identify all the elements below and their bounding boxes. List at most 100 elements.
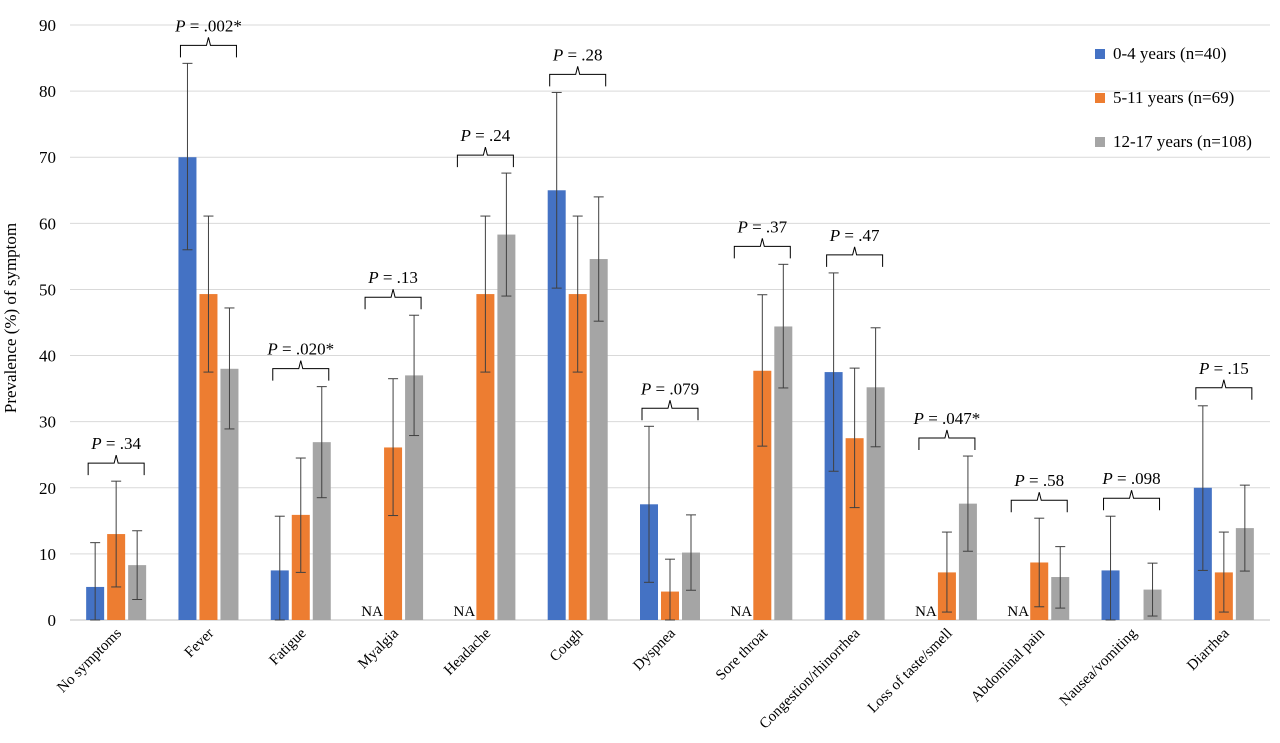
bar — [405, 375, 424, 620]
legend-swatch — [1095, 49, 1105, 59]
y-tick-label: 90 — [39, 16, 56, 35]
error-bar — [941, 531, 952, 613]
p-value-label: P = .28 — [552, 45, 603, 64]
legend-swatch — [1095, 93, 1105, 103]
bar — [312, 442, 331, 620]
x-tick-label: Loss of taste/smell — [865, 626, 956, 717]
bracket — [179, 37, 237, 58]
bracket — [364, 289, 422, 310]
na-label: NA — [730, 604, 752, 620]
y-tick-label: 10 — [39, 545, 56, 564]
error-bar — [316, 386, 327, 499]
error-bar — [572, 215, 583, 373]
error-bar — [1218, 531, 1229, 613]
bar — [220, 368, 239, 620]
error-bar — [295, 457, 306, 573]
x-tick-label: Cough — [547, 625, 587, 665]
bar — [476, 294, 495, 620]
legend-entry: 0-4 years (n=40) — [1095, 44, 1226, 63]
error-bar — [480, 215, 491, 373]
x-tick-label: Abdominal pain — [968, 625, 1048, 705]
bar — [497, 234, 516, 621]
na-label: NA — [1007, 604, 1029, 620]
error-bar — [1197, 405, 1208, 571]
bracket — [272, 360, 330, 381]
p-value-annotation: P = .047* — [913, 409, 980, 451]
error-bar — [224, 307, 235, 430]
error-bar — [1055, 546, 1066, 609]
bar — [845, 438, 864, 620]
p-value-label: P = .58 — [1013, 471, 1064, 490]
p-value-label: P = .098 — [1101, 469, 1160, 488]
legend-swatch — [1095, 137, 1105, 147]
legend-label: 0-4 years (n=40) — [1113, 44, 1226, 63]
p-value-annotation: P = .079 — [640, 379, 699, 421]
p-value-label: P = .47 — [829, 226, 880, 245]
error-bar — [274, 515, 285, 621]
bracket — [826, 246, 884, 267]
error-bar — [203, 215, 214, 373]
x-tick-label: Headache — [441, 625, 494, 678]
p-value-label: P = .34 — [90, 434, 141, 453]
error-bar — [182, 62, 193, 251]
bar — [824, 372, 843, 620]
y-tick-label: 60 — [39, 214, 56, 233]
p-value-label: P = .002* — [174, 16, 242, 35]
y-axis-title: Prevalence (%) of symptom — [1, 223, 20, 413]
error-bar — [1239, 484, 1250, 572]
bar — [1235, 528, 1254, 620]
bar — [568, 294, 587, 620]
p-value-annotation: P = .47 — [826, 226, 884, 267]
error-bar — [778, 263, 789, 389]
y-tick-label: 30 — [39, 413, 56, 432]
bracket — [641, 400, 699, 421]
y-tick-label: 20 — [39, 479, 56, 498]
bar — [958, 503, 977, 620]
p-value-annotation: P = .13 — [364, 268, 422, 310]
p-value-annotations: P = .34 P = .002* P = .020* P = .13 P = .24 P… — [87, 16, 1253, 513]
error-bar — [593, 196, 604, 322]
p-value-label: P = .13 — [367, 268, 418, 287]
error-bar — [409, 314, 420, 437]
y-tick-label: 70 — [39, 148, 56, 167]
error-bar — [388, 378, 399, 517]
error-bar — [501, 172, 512, 297]
x-tick-label: Congestion/rhinorrhea — [757, 625, 864, 732]
legend-label: 12-17 years (n=108) — [1113, 132, 1252, 151]
x-tick-label: Dyspnea — [630, 625, 679, 674]
error-bar — [849, 367, 860, 509]
p-value-label: P = .15 — [1198, 359, 1249, 378]
p-value-annotation: P = .098 — [1101, 469, 1161, 511]
bracket — [549, 66, 607, 87]
legend-label: 5-11 years (n=69) — [1113, 88, 1234, 107]
error-bar — [132, 530, 143, 601]
x-tick-label: Fever — [182, 626, 217, 661]
p-value-label: P = .24 — [460, 126, 511, 145]
bracket — [87, 455, 145, 476]
error-bar — [665, 558, 675, 621]
bar — [866, 387, 885, 620]
x-tick-label: Sore throat — [713, 625, 772, 684]
error-bar — [644, 425, 654, 583]
error-bar — [551, 91, 562, 289]
y-tick-label: 50 — [39, 280, 56, 299]
legend-entry: 5-11 years (n=69) — [1095, 88, 1234, 107]
bracket — [918, 429, 976, 451]
gridlines — [70, 24, 1270, 621]
na-label: NA — [361, 604, 383, 620]
bracket — [456, 146, 514, 168]
y-tick-label: 40 — [39, 347, 56, 366]
legend: 0-4 years (n=40) 5-11 years (n=69) 12-17 y… — [1095, 44, 1252, 151]
bar — [774, 326, 793, 620]
y-axis: 0 10 20 30 40 50 60 70 80 90 — [39, 16, 56, 630]
bracket — [1195, 379, 1253, 400]
bar — [178, 157, 197, 620]
error-bar — [1147, 562, 1158, 617]
x-tick-label: Myalgia — [355, 625, 402, 672]
bar — [384, 447, 403, 620]
bracket — [1103, 490, 1161, 511]
bracket — [733, 238, 791, 259]
legend-entry: 12-17 years (n=108) — [1095, 132, 1252, 151]
x-tick-label: Diarrhea — [1184, 625, 1233, 674]
error-bar — [870, 327, 881, 448]
